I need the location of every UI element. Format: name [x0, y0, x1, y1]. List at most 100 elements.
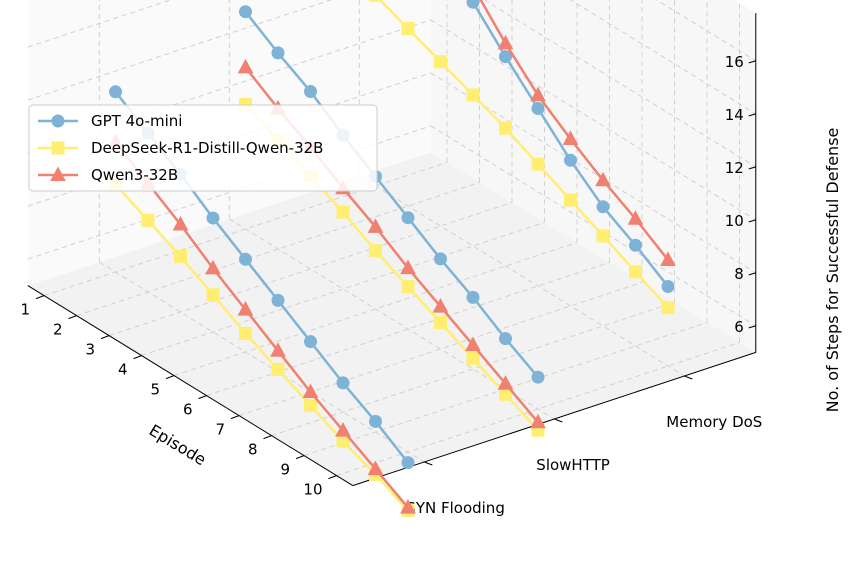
series-qwen-syn-flooding: [107, 133, 416, 514]
z-tick: [748, 272, 756, 276]
episode-tick-label: 4: [118, 361, 128, 379]
gridline-episode-floor: [303, 321, 708, 457]
attack-tick: [554, 418, 563, 423]
gridline-z-side: [27, 72, 431, 207]
legend-item: GPT 4o-mini: [38, 112, 182, 130]
attack-tick-label: SlowHTTP: [536, 456, 610, 474]
data-point: [466, 88, 480, 102]
data-point: [369, 414, 382, 428]
data-point: [432, 298, 449, 313]
data-point: [627, 210, 644, 225]
data-point: [466, 351, 480, 365]
data-point: [401, 22, 415, 35]
data-point: [367, 218, 384, 233]
episode-tick: [328, 475, 337, 480]
data-point: [336, 376, 350, 390]
data-point: [206, 211, 220, 225]
episode-tick-label: 9: [280, 461, 290, 479]
attack-tick: [424, 461, 433, 466]
episode-tick-label: 1: [20, 301, 30, 319]
episode-tick: [230, 415, 240, 420]
gridline-z-back: [483, 0, 757, 168]
legend-marker: [51, 114, 65, 128]
legend-label: Qwen3-32B: [91, 166, 178, 184]
gridline-attack-floor: [359, 175, 685, 377]
data-point: [367, 460, 384, 476]
z-axis-title: No. of Steps for Successful Defense: [823, 128, 842, 413]
data-point: [434, 316, 447, 329]
z-tick: [748, 166, 756, 170]
gridline-episode-floor: [141, 221, 545, 357]
series-line: [479, 0, 669, 261]
episode-tick: [295, 455, 305, 460]
z-tick: [748, 325, 756, 329]
data-point: [499, 121, 512, 135]
gridline-z-back: [430, 19, 757, 221]
z-tick-label: 12: [725, 159, 744, 177]
data-point: [401, 456, 415, 470]
series-deepseek-memory-dos: [369, 0, 675, 315]
data-point: [401, 211, 415, 225]
gridline-episode-floor: [43, 161, 448, 297]
data-point: [270, 342, 286, 357]
data-point: [369, 0, 382, 2]
data-point: [595, 171, 611, 187]
data-point: [629, 238, 642, 252]
attack-tick-label: SYN Flooding: [406, 499, 505, 517]
episode-tick: [198, 395, 207, 400]
series-line: [244, 10, 539, 379]
episode-tick: [68, 315, 77, 320]
series-line: [114, 183, 409, 512]
data-point: [596, 229, 610, 243]
episode-tick-label: 6: [183, 401, 193, 419]
data-point: [531, 102, 545, 115]
episode-axis-title: Episode: [146, 421, 210, 470]
episode-tick-label: 8: [248, 441, 258, 459]
data-point: [271, 362, 285, 376]
chart-panes: [27, 0, 756, 486]
data-point: [239, 5, 252, 19]
episode-axis-line: [27, 285, 354, 487]
data-point: [466, 290, 480, 304]
gridline-z-back: [569, 0, 757, 115]
data-point: [465, 336, 481, 352]
z-tick-label: 8: [734, 265, 744, 283]
data-point: [596, 200, 610, 214]
data-point: [174, 249, 187, 263]
data-point: [564, 193, 577, 207]
data-point: [239, 326, 252, 340]
gridline-z-side: [27, 19, 431, 154]
data-point: [660, 251, 676, 266]
legend-marker: [50, 166, 66, 181]
episode-tick: [133, 355, 142, 360]
z-tick: [748, 113, 756, 117]
episode-tick-label: 2: [53, 321, 63, 339]
data-point: [271, 46, 285, 60]
data-point: [206, 288, 220, 302]
gridline-episode-floor: [271, 301, 675, 437]
data-point: [564, 153, 577, 167]
data-point: [109, 85, 122, 99]
episode-tick: [263, 435, 272, 440]
data-point: [271, 293, 285, 307]
data-point: [335, 422, 351, 437]
episode-tick-label: 3: [85, 341, 95, 359]
data-point: [497, 375, 514, 390]
episode-tick: [35, 295, 45, 300]
gridline-z-back: [655, 0, 757, 62]
episode-tick-label: 10: [303, 481, 322, 499]
data-point: [434, 55, 447, 69]
z-tick-label: 6: [734, 318, 744, 336]
series-gpt-memory-dos: [466, 0, 675, 293]
gridline-episode-floor: [206, 261, 610, 397]
data-point: [239, 252, 252, 266]
z-tick: [748, 219, 756, 223]
z-tick-label: 10: [725, 212, 744, 230]
data-point: [237, 58, 254, 74]
data-point: [499, 50, 512, 64]
chart-legend: GPT 4o-mini DeepSeek-R1-Distill-Qwen-32B Q…: [28, 104, 378, 192]
series-line: [470, 0, 669, 288]
attack-tick-label: Memory DoS: [666, 413, 762, 431]
gridline-episode-floor: [238, 281, 643, 417]
